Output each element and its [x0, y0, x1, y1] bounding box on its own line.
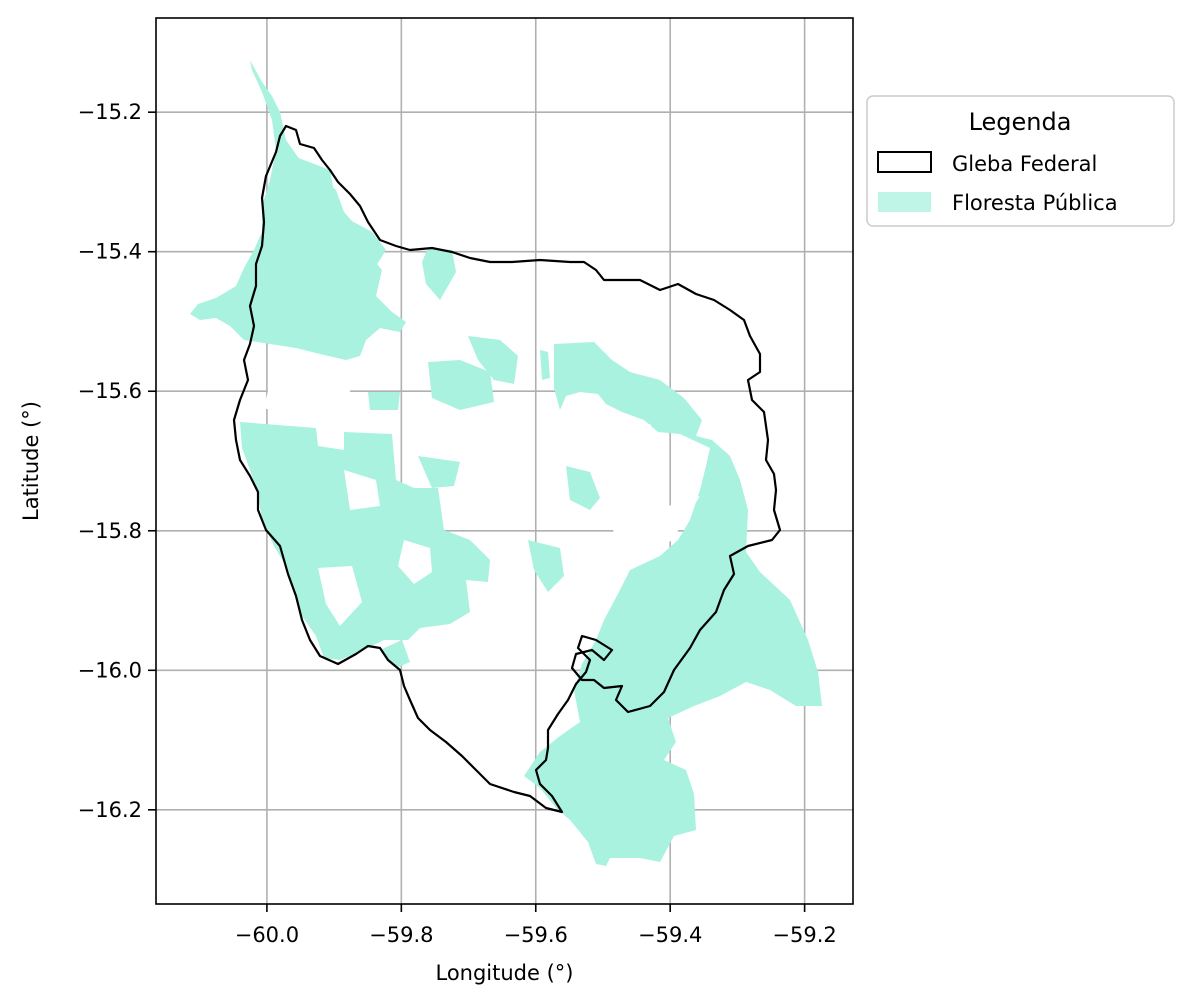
- forest-patch-center-4: [368, 392, 400, 410]
- y-tick-label: −16.0: [78, 658, 142, 682]
- forest-gaps: [264, 356, 700, 626]
- legend-box: [866, 95, 1175, 227]
- y-tick-label: −15.2: [78, 100, 142, 124]
- gleba-federal-legend-swatch: [877, 151, 932, 173]
- forest-patch-west: [240, 422, 490, 660]
- x-tick-label: −60.0: [235, 923, 299, 947]
- legend-title: Legenda: [969, 108, 1072, 136]
- forest-patch-east: [524, 342, 822, 866]
- forest-patch-center-3: [468, 336, 518, 384]
- x-tick-label: −59.4: [638, 923, 702, 947]
- forest-patch-west-2: [380, 640, 410, 668]
- forest-patch-north-strip: [282, 154, 334, 222]
- forest-patch-center-5: [540, 350, 550, 380]
- floresta-publica-layer: [190, 60, 822, 866]
- y-tick-label: −15.6: [78, 379, 142, 403]
- legend-item-gleba-federal: Gleba Federal: [952, 152, 1097, 176]
- floresta-publica-legend-swatch: [878, 192, 931, 212]
- x-axis: −60.0 −59.8 −59.6 −59.4 −59.2: [235, 904, 837, 947]
- x-tick-label: −59.6: [504, 923, 568, 947]
- y-tick-label: −16.2: [78, 798, 142, 822]
- y-axis-label: Latitude (°): [19, 401, 43, 521]
- forest-patch-north-center: [348, 220, 386, 266]
- legend: Legenda Gleba Federal Floresta Pública: [866, 95, 1175, 227]
- plot-frame: [155, 17, 854, 905]
- map-layers: [190, 60, 822, 866]
- forest-patch-center-2: [428, 360, 494, 410]
- gleba-federal-boundary: [232, 124, 782, 814]
- legend-item-floresta-publica: Floresta Pública: [952, 191, 1118, 215]
- y-axis: −15.2 −15.4 −15.6 −15.8 −16.0 −16.2: [78, 100, 156, 822]
- forest-patch-center-1: [422, 248, 456, 300]
- forest-patch-east-gap-fill: [566, 466, 600, 510]
- forest-patch-west-3: [418, 456, 460, 488]
- x-axis-label: Longitude (°): [435, 961, 573, 985]
- x-tick-label: −59.2: [772, 923, 836, 947]
- x-tick-label: −59.8: [369, 923, 433, 947]
- y-tick-label: −15.4: [78, 240, 142, 264]
- y-tick-label: −15.8: [78, 519, 142, 543]
- forest-patch-east-small: [528, 540, 564, 592]
